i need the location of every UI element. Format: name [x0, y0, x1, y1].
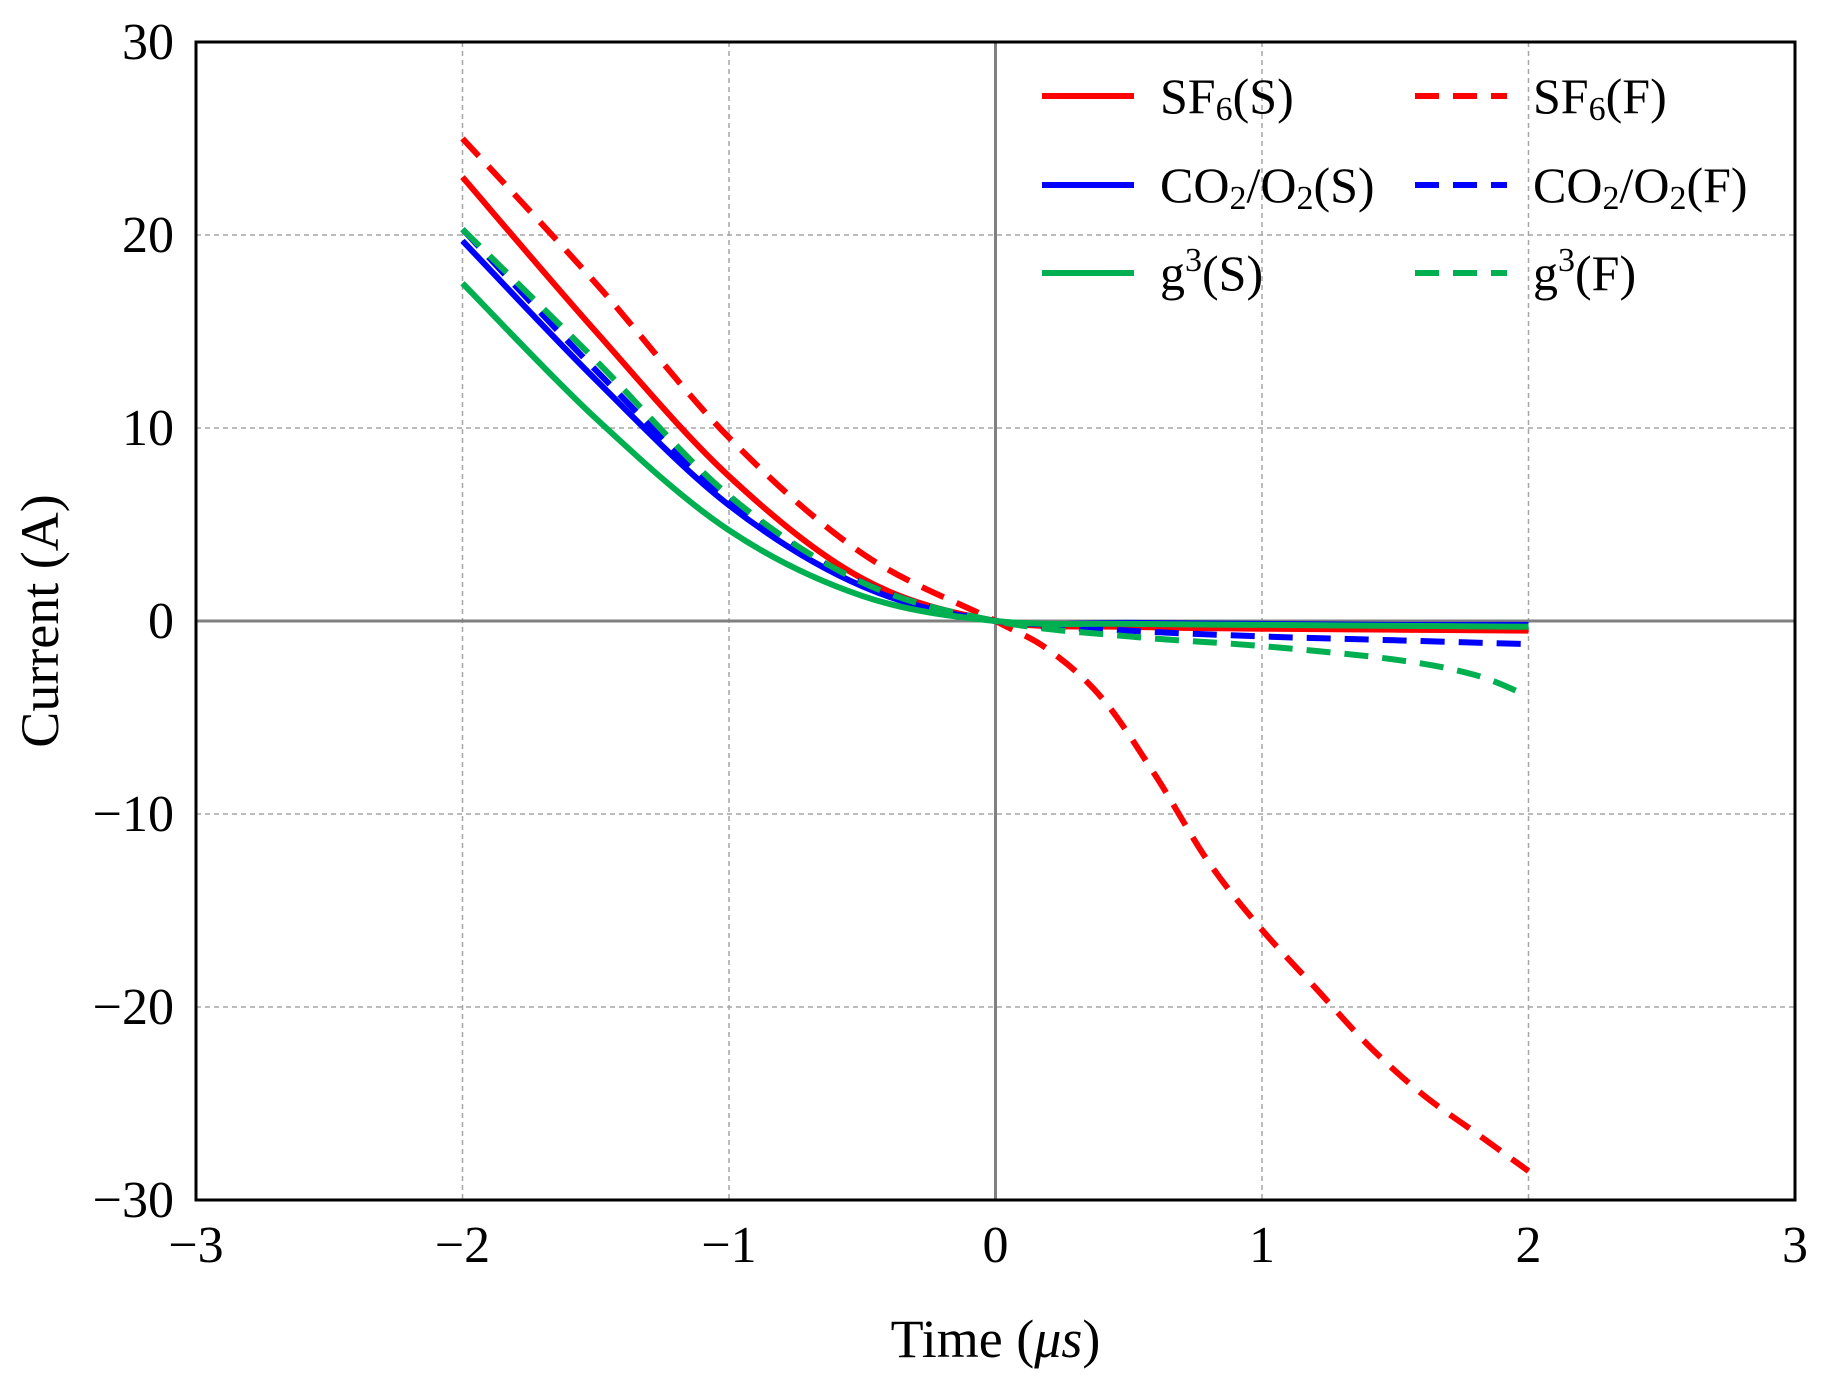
series-line-sf6-f-: [460, 136, 1531, 1174]
y-axis-title: Current (A): [10, 494, 70, 747]
y-tick-label: 30: [122, 14, 174, 71]
x-axis-title: Time (μs): [891, 1309, 1101, 1369]
x-tick-label: 0: [983, 1217, 1009, 1274]
plot-frame: [194, 40, 1797, 1202]
y-tick-label: −10: [93, 786, 174, 843]
y-tick-label: 10: [122, 400, 174, 457]
x-tick-label: −3: [168, 1217, 223, 1274]
x-tick-label: 3: [1782, 1217, 1808, 1274]
legend: SF6(S) SF6(F) CO2/O2(S) CO2/O2(F) g3(S) g3(F): [1042, 68, 1748, 301]
x-tick-label: −1: [701, 1217, 756, 1274]
x-tick-label: −2: [435, 1217, 490, 1274]
y-tick-label: −30: [93, 1172, 174, 1229]
legend-label: g3(F): [1533, 242, 1636, 301]
y-tick-label: −20: [93, 979, 174, 1036]
legend-label: CO2/O2(S): [1160, 157, 1375, 217]
x-tick-label: 2: [1516, 1217, 1542, 1274]
x-tick-label: 1: [1249, 1217, 1275, 1274]
legend-label: g3(S): [1160, 242, 1263, 301]
y-tick-label: 0: [148, 593, 174, 650]
y-tick-label: 20: [122, 207, 174, 264]
legend-label: CO2/O2(F): [1533, 157, 1748, 217]
series-line-g3-f-: [460, 227, 1530, 700]
legend-label: SF6(F): [1533, 68, 1667, 128]
legend-label: SF6(S): [1160, 68, 1294, 128]
series-lines: [460, 136, 1531, 1174]
